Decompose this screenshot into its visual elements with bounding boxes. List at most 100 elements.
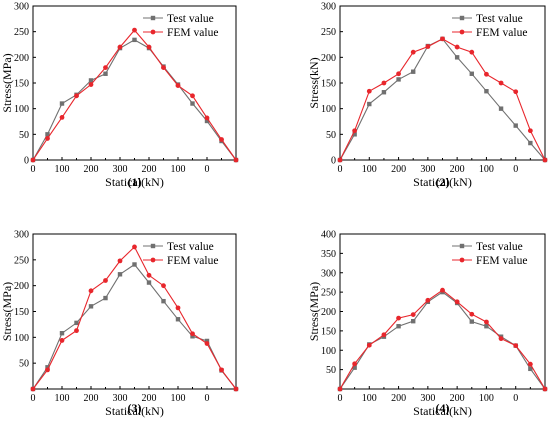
data-point-fem <box>103 65 108 70</box>
legend-label: FEM value <box>476 255 527 267</box>
y-axis-label: Stress(MPa) <box>0 53 14 112</box>
data-point-fem <box>74 328 79 334</box>
data-point-test <box>528 140 533 146</box>
panel-caption: (4) <box>436 401 450 415</box>
legend-marker-fem <box>150 257 156 263</box>
data-point-fem <box>513 89 519 95</box>
y-tick-label: 50 <box>326 130 336 141</box>
legend-label: FEM value <box>167 27 218 39</box>
data-point-test <box>352 365 357 370</box>
y-tick-label: 200 <box>321 53 336 64</box>
data-point-fem <box>204 115 210 121</box>
chart-panel-2: 0 50 100 150 200 250 300 0 100 200 300 200 100 0 Stati… <box>307 2 548 189</box>
y-tick-label: 0 <box>24 156 29 167</box>
y-tick-label: 400 <box>321 230 336 241</box>
chart-panel-4: 50 100 150 200 250 300 350 400 0 100 200 300 200 100 0… <box>307 230 548 418</box>
x-tick-label: 0 <box>31 393 36 404</box>
data-point-fem <box>88 288 94 294</box>
x-tick-label: 100 <box>171 393 186 404</box>
x-tick-label: 300 <box>113 164 128 175</box>
data-point-test <box>103 71 108 76</box>
x-tick-label: 0 <box>513 164 518 175</box>
y-tick-label: 250 <box>14 255 29 266</box>
data-point-test <box>45 365 50 370</box>
data-point-fem <box>542 386 548 392</box>
data-point-fem <box>352 128 358 134</box>
y-tick-label: 300 <box>321 268 336 279</box>
data-point-fem <box>381 80 387 86</box>
data-point-fem <box>396 315 401 321</box>
data-point-test <box>59 101 65 106</box>
data-point-test <box>161 298 166 304</box>
y-tick-label: 100 <box>14 333 29 344</box>
data-point-test <box>528 366 533 372</box>
data-point-fem <box>454 299 460 305</box>
data-point-fem <box>440 36 445 42</box>
data-point-test <box>146 280 152 285</box>
legend-marker-test <box>459 15 465 21</box>
y-tick-label: 200 <box>14 53 29 64</box>
data-point-fem <box>527 128 533 134</box>
data-point-fem <box>132 244 137 250</box>
data-point-fem <box>190 93 195 99</box>
data-point-fem <box>337 386 343 392</box>
data-point-test <box>190 101 195 106</box>
x-axis-label: Statical(kN) <box>413 175 472 189</box>
x-tick-label: 100 <box>479 393 494 404</box>
data-point-fem <box>74 93 79 99</box>
x-axis-label: Statical(kN) <box>413 404 472 418</box>
panel-caption: (2) <box>436 175 450 189</box>
y-tick-label: 250 <box>14 27 29 38</box>
data-point-test <box>103 295 108 301</box>
data-point-test <box>132 37 137 43</box>
data-point-fem <box>30 157 36 163</box>
y-tick-label: 300 <box>321 2 336 13</box>
legend-label: FEM value <box>167 255 218 267</box>
series-line-test <box>32 39 237 161</box>
x-tick-label: 100 <box>362 393 377 404</box>
y-axis-label: Stress(MPa) <box>307 282 321 341</box>
legend-marker-test <box>150 15 156 21</box>
data-point-test <box>204 338 210 344</box>
x-tick-label: 300 <box>420 393 435 404</box>
data-point-fem <box>146 44 152 50</box>
legend-label: Test value <box>476 241 523 253</box>
data-point-test <box>190 334 195 339</box>
data-point-fem <box>366 342 372 348</box>
data-point-fem <box>103 278 108 283</box>
series-line-fem <box>339 289 546 390</box>
y-tick-label: 250 <box>321 288 336 299</box>
data-point-fem <box>396 71 401 77</box>
data-point-fem <box>175 83 181 88</box>
data-point-fem <box>542 157 548 163</box>
y-tick-label: 100 <box>14 104 29 115</box>
x-tick-label: 0 <box>338 393 343 404</box>
data-point-test <box>352 132 357 137</box>
data-point-fem <box>527 361 533 367</box>
data-point-test <box>469 319 474 324</box>
data-point-test <box>498 106 504 111</box>
data-point-fem <box>233 386 239 392</box>
data-point-test <box>132 262 137 267</box>
data-point-test <box>88 304 94 309</box>
y-tick-label: 250 <box>321 27 336 38</box>
y-tick-label: 150 <box>14 307 29 318</box>
data-point-fem <box>88 82 94 87</box>
data-point-test <box>59 331 65 336</box>
y-tick-label: 200 <box>321 307 336 318</box>
y-tick-label: 50 <box>19 130 29 141</box>
data-point-fem <box>204 341 210 346</box>
series-line-fem <box>32 245 237 390</box>
y-tick-label: 300 <box>14 230 29 241</box>
y-tick-label: 100 <box>321 104 336 115</box>
data-point-fem <box>440 287 445 293</box>
data-point-fem <box>219 367 224 373</box>
data-point-fem <box>484 319 489 325</box>
data-point-fem <box>45 367 50 373</box>
x-tick-label: 200 <box>391 393 406 404</box>
x-tick-label: 100 <box>479 164 494 175</box>
data-point-test <box>204 118 210 124</box>
data-point-test <box>175 317 181 322</box>
y-tick-label: 200 <box>14 281 29 292</box>
x-tick-label: 100 <box>362 164 377 175</box>
